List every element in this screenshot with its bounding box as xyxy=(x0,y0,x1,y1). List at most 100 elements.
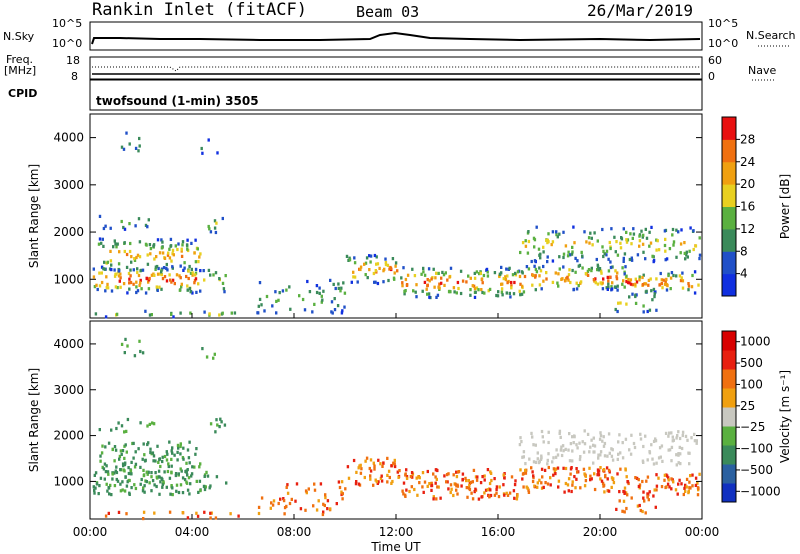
power-echo-cell xyxy=(542,250,545,254)
velocity-echo-cell xyxy=(623,510,626,514)
velocity-echo-cell xyxy=(655,473,658,477)
power-echo-cell xyxy=(115,245,118,249)
power-echo-cell xyxy=(679,279,683,283)
velocity-echo-cell xyxy=(179,483,183,487)
power-echo-cell xyxy=(472,284,476,288)
power-echo-cell xyxy=(692,229,695,233)
velocity-echo-cell xyxy=(113,459,116,463)
power-echo-cell xyxy=(693,270,697,274)
power-echo-cell xyxy=(616,253,620,257)
power-echo-cell xyxy=(530,259,533,264)
velocity-echo-cell xyxy=(110,493,113,497)
power-echo-cell xyxy=(178,288,182,292)
power-echo-cell xyxy=(134,224,137,228)
power-echo-cell xyxy=(535,270,539,274)
velocity-echo-cell xyxy=(664,485,667,490)
velocity-echo-cell xyxy=(670,445,674,449)
velocity-echo-cell xyxy=(510,475,514,479)
velocity-echo-cell xyxy=(139,465,142,469)
power-echo-cell xyxy=(109,259,113,263)
velocity-echo-cell xyxy=(626,480,630,484)
nsky-panel-frame xyxy=(89,21,703,51)
power-echo-cell xyxy=(423,273,427,277)
velocity-echo-cell xyxy=(93,488,96,492)
power-echo-cell xyxy=(224,274,227,278)
freq-label: Freq. xyxy=(6,53,34,66)
power-echo-cell xyxy=(185,243,189,247)
velocity-echo-cell xyxy=(220,420,223,424)
velocity-echo-cell xyxy=(347,476,351,480)
velocity-echo-cell xyxy=(567,477,571,481)
power-echo-cell xyxy=(214,230,218,235)
power-echo-cell xyxy=(153,273,156,277)
velocity-echo-cell xyxy=(107,472,110,476)
velocity-echo-cell xyxy=(612,481,616,485)
power-echo-cell xyxy=(197,260,200,264)
power-echo-cell xyxy=(648,244,651,248)
velocity-echo-cell xyxy=(174,473,178,478)
power-echo-cell xyxy=(104,224,107,228)
velocity-echo-cell xyxy=(196,514,200,518)
power-echo-cell xyxy=(414,290,417,294)
velocity-echo-cell xyxy=(210,511,213,515)
velocity-echo-cell xyxy=(170,457,173,461)
velocity-echo-cell xyxy=(659,455,662,459)
velocity-echo-cell xyxy=(143,459,147,463)
velocity-echo-cell xyxy=(102,467,106,471)
velocity-echo-cell xyxy=(195,511,198,515)
velocity-echo-cell xyxy=(171,451,174,455)
power-echo-cell xyxy=(141,268,145,272)
power-echo-cell xyxy=(538,266,541,270)
power-echo-cell xyxy=(662,278,665,282)
velocity-echo-cell xyxy=(644,511,647,515)
velocity-echo-cell xyxy=(524,462,527,466)
velocity-echo-cell xyxy=(539,457,543,461)
power-echo-cell xyxy=(129,268,132,272)
power-echo-cell xyxy=(313,302,316,306)
power-echo-cell xyxy=(138,283,141,287)
power-echo-cell xyxy=(406,273,410,277)
velocity-echo-cell xyxy=(610,447,613,451)
power-echo-cell xyxy=(134,146,138,150)
power-echo-cell xyxy=(105,286,108,290)
velocity-echo-cell xyxy=(115,470,119,475)
power-echo-cell xyxy=(655,248,658,252)
power-echo-cell xyxy=(698,236,701,240)
velocity-echo-cell xyxy=(515,497,519,501)
power-echo-cell xyxy=(638,239,642,243)
velocity-echo-cell xyxy=(426,469,429,474)
power-echo-cell xyxy=(616,271,619,275)
velocity-echo-cell xyxy=(143,453,146,457)
power-echo-cell xyxy=(277,298,280,302)
velocity-echo-cell xyxy=(671,435,674,439)
velocity-echo-cell xyxy=(588,466,591,470)
velocity-echo-cell xyxy=(191,465,194,469)
power-echo-cell xyxy=(605,286,608,290)
power-echo-cell xyxy=(183,266,186,270)
velocity-echo-cell xyxy=(589,478,592,482)
velocity-echo-cell xyxy=(123,351,126,355)
velocity-echo-cell xyxy=(161,459,164,464)
velocity-echo-cell xyxy=(670,487,673,491)
power-echo-cell xyxy=(195,290,198,294)
power-echo-cell xyxy=(218,313,221,317)
power-echo-cell xyxy=(609,265,613,270)
velocity-echo-cell xyxy=(176,443,180,447)
power-echo-cell xyxy=(485,267,489,271)
power-echo-cell xyxy=(394,264,397,268)
velocity-echo-cell xyxy=(219,417,222,421)
y-tick-label: 3000 xyxy=(53,383,84,397)
velocity-echo-cell xyxy=(493,477,496,481)
velocity-echo-cell xyxy=(418,476,421,480)
velocity-colorbar-swatch xyxy=(722,483,736,503)
power-echo-cell xyxy=(594,277,597,281)
power-echo-cell xyxy=(373,280,376,284)
power-echo-cell xyxy=(368,268,371,272)
power-echo-cell xyxy=(340,311,344,315)
velocity-echo-cell xyxy=(417,475,420,479)
power-echo-cell xyxy=(136,289,140,293)
velocity-echo-cell xyxy=(305,491,308,495)
power-echo-cell xyxy=(191,271,194,275)
power-echo-cell xyxy=(613,285,617,289)
velocity-echo-cell xyxy=(170,484,173,488)
